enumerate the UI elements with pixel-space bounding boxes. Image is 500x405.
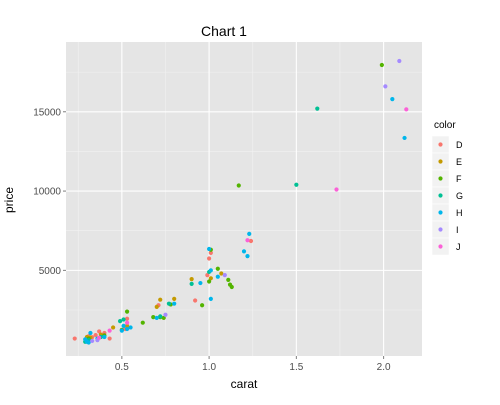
data-point-e [219, 271, 224, 276]
data-point-g [315, 106, 320, 111]
data-point-d [97, 329, 102, 334]
data-point-d [107, 336, 112, 341]
data-point-j [97, 335, 102, 340]
x-tick-label: 0.5 [115, 362, 129, 373]
data-point-i [163, 312, 168, 317]
data-point-g [294, 182, 299, 187]
data-point-f [229, 284, 234, 290]
data-point-e [158, 297, 163, 302]
data-point-f [206, 279, 212, 284]
data-point-f [140, 320, 145, 325]
data-point-e [208, 276, 213, 281]
data-point-d [124, 316, 130, 321]
legend-label: G [456, 191, 463, 201]
data-point-f [379, 62, 384, 68]
data-point-g [189, 281, 194, 286]
data-point-f [236, 183, 241, 188]
data-point-d [206, 256, 212, 261]
panel-background [66, 42, 422, 356]
data-point-f [124, 309, 130, 314]
data-point-g [121, 317, 126, 322]
data-point-f [200, 303, 205, 308]
data-point-f [226, 277, 231, 282]
data-point-f [215, 266, 220, 271]
data-point-h [402, 135, 407, 141]
data-point-e [172, 296, 177, 302]
data-points [72, 58, 409, 345]
data-point-d [208, 250, 213, 256]
legend-label: H [456, 208, 463, 218]
data-point-d [205, 273, 210, 278]
legend-marker-h [438, 210, 443, 215]
y-tick-label: 5000 [39, 266, 62, 277]
legend-label: F [456, 174, 462, 184]
legend-marker-d [438, 142, 443, 147]
data-point-h [241, 249, 247, 254]
data-point-h [206, 246, 212, 252]
data-point-d [93, 332, 98, 338]
data-point-h [154, 315, 159, 321]
data-point-h [208, 296, 213, 302]
legend-label: E [456, 157, 462, 167]
chart-title: Chart 1 [201, 23, 247, 39]
data-point-e [154, 304, 159, 309]
plot-panel [66, 42, 422, 356]
x-tick-label: 1.5 [289, 362, 303, 373]
data-point-g [158, 314, 163, 319]
data-point-d [193, 298, 198, 303]
legend-marker-i [438, 227, 443, 232]
data-point-h [102, 334, 107, 340]
data-point-h [88, 330, 93, 336]
data-point-h [390, 96, 395, 102]
data-point-e [124, 323, 130, 328]
data-point-j [245, 238, 250, 243]
data-point-h [86, 340, 91, 345]
data-point-h [124, 326, 130, 332]
y-tick-label: 15000 [33, 107, 61, 118]
legend-marker-j [438, 244, 443, 249]
data-point-f [151, 315, 156, 320]
data-point-j [334, 187, 339, 192]
data-point-h [172, 301, 177, 306]
y-axis-label: price [2, 187, 16, 213]
data-point-h [198, 280, 203, 286]
data-point-i [383, 84, 388, 89]
data-point-h [208, 268, 213, 273]
axes: 0.5 1.0 1.5 2.0 5000 10000 15000 [33, 107, 391, 373]
data-point-i [90, 338, 95, 344]
legend-title: color [434, 120, 456, 131]
data-point-h [245, 253, 250, 259]
data-point-i [222, 273, 227, 278]
y-tick-label: 10000 [33, 187, 61, 198]
grid-lines [66, 42, 422, 356]
x-tick-label: 1.0 [202, 362, 216, 373]
legend-label: D [456, 140, 463, 150]
data-point-h [121, 323, 126, 328]
legend-marker-g [438, 193, 443, 198]
data-point-h [247, 231, 252, 236]
data-point-i [397, 58, 402, 64]
legend-label: J [456, 242, 461, 252]
data-point-g [117, 319, 123, 324]
data-point-e [189, 276, 194, 282]
data-point-h [119, 328, 124, 333]
legend-marker-f [438, 176, 443, 181]
data-point-j [404, 107, 409, 112]
x-axis-label: carat [231, 377, 258, 391]
data-point-e [111, 325, 116, 330]
data-point-d [248, 238, 254, 244]
data-point-h [215, 274, 220, 279]
data-point-f [161, 315, 166, 321]
legend-label: I [456, 225, 459, 235]
data-point-h [128, 325, 133, 330]
data-point-j [124, 320, 130, 325]
legend-marker-e [438, 159, 443, 164]
x-tick-label: 2.0 [377, 362, 391, 373]
data-point-g [166, 301, 172, 306]
data-point-d [72, 336, 77, 341]
data-point-j [107, 328, 112, 333]
